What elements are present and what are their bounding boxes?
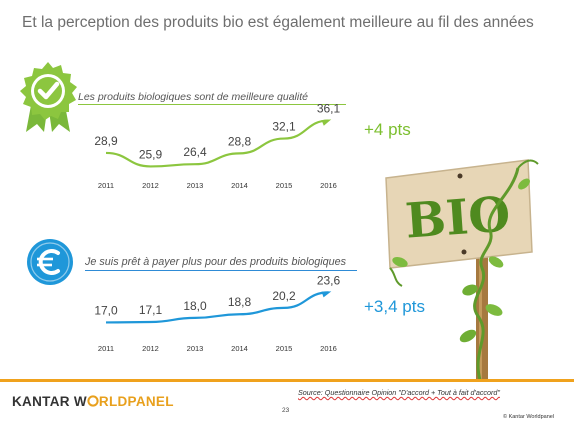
chart1-data-label: 28,8 bbox=[228, 134, 252, 148]
source-note: Source: Questionnaire Opinion "D'accord … bbox=[298, 388, 500, 397]
chart2-x-tick-label: 2016 bbox=[320, 344, 337, 353]
chart2-data-label: 23,6 bbox=[317, 273, 341, 287]
chart2-x-tick-label: 2015 bbox=[276, 344, 293, 353]
chart1-data-label: 28,9 bbox=[94, 134, 118, 148]
chart1-data-label: 36,1 bbox=[317, 102, 341, 116]
chart2-subtitle: Je suis prêt à payer plus pour des produ… bbox=[85, 256, 347, 268]
chart1-arrowhead bbox=[321, 119, 332, 126]
chart2-data-label: 17,1 bbox=[139, 303, 163, 317]
chart1-data-label: 32,1 bbox=[272, 120, 296, 134]
chart1-data-label: 26,4 bbox=[183, 145, 207, 159]
sign-text: BIO bbox=[404, 186, 512, 249]
page-title: Et la perception des produits bio est ég… bbox=[22, 14, 534, 31]
chart1-annotation: +4 pts bbox=[364, 120, 411, 139]
chart2-data-label: 20,2 bbox=[272, 289, 296, 303]
chart2-x-tick-label: 2011 bbox=[98, 344, 114, 353]
bio-sign-image: BIO bbox=[385, 159, 539, 380]
chart1-data-label: 25,9 bbox=[139, 147, 163, 161]
kantar-worldpanel-logo: KANTAR W RLDPANEL bbox=[12, 394, 174, 409]
chart2-data-label: 17,0 bbox=[94, 303, 118, 317]
chart1-x-tick-label: 2013 bbox=[187, 181, 204, 190]
chart1-divider bbox=[78, 104, 346, 105]
chart2-x-tick-label: 2012 bbox=[142, 344, 159, 353]
chart2-x-tick-label: 2013 bbox=[187, 344, 204, 353]
logo-text-part2: RLDPANEL bbox=[98, 394, 174, 409]
chart1-series-line bbox=[105, 119, 329, 168]
chart1-x-tick-label: 2011 bbox=[98, 181, 114, 190]
chart2-data-label: 18,8 bbox=[228, 295, 252, 309]
copyright: © Kantar Worldpanel bbox=[503, 414, 555, 420]
page-number: 23 bbox=[282, 407, 290, 414]
chart2-series-line bbox=[105, 291, 329, 324]
footer-divider bbox=[0, 379, 574, 382]
logo-o-icon bbox=[87, 395, 99, 407]
chart2-annotation: +3,4 pts bbox=[364, 297, 425, 316]
chart1-x-tick-label: 2015 bbox=[276, 181, 293, 190]
logo-text-part1: KANTAR W bbox=[12, 394, 87, 409]
chart2-divider bbox=[85, 270, 357, 271]
chart2-arrowhead bbox=[321, 291, 332, 298]
green-seal-check-icon bbox=[20, 62, 77, 132]
chart2-data-label: 18,0 bbox=[183, 299, 207, 313]
chart1-x-tick-label: 2012 bbox=[142, 181, 159, 190]
chart1-subtitle: Les produits biologiques sont de meilleu… bbox=[78, 91, 308, 103]
blue-euro-coin-icon bbox=[27, 239, 73, 285]
chart2-x-tick-label: 2014 bbox=[231, 344, 248, 353]
chart1-x-tick-label: 2014 bbox=[231, 181, 248, 190]
chart1-x-tick-label: 2016 bbox=[320, 181, 337, 190]
